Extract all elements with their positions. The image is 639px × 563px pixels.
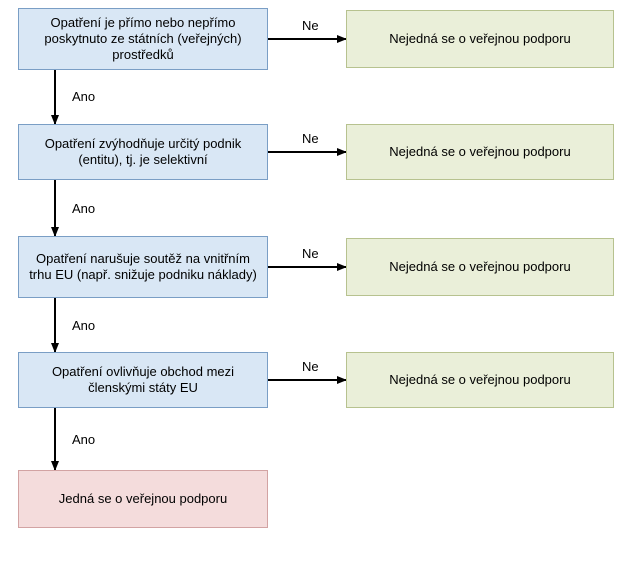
edge-label: Ano: [72, 201, 95, 216]
node-q3: Opatření narušuje soutěž na vnitřním trh…: [18, 236, 268, 298]
node-label: Nejedná se o veřejnou podporu: [389, 259, 570, 275]
node-label: Opatření ovlivňuje obchod mezi členskými…: [29, 364, 257, 397]
node-q4: Opatření ovlivňuje obchod mezi členskými…: [18, 352, 268, 408]
edge-label: Ne: [302, 359, 319, 374]
edge-label: Ano: [72, 318, 95, 333]
node-label: Opatření zvýhodňuje určitý podnik (entit…: [29, 136, 257, 169]
edge-label: Ne: [302, 131, 319, 146]
node-no4: Nejedná se o veřejnou podporu: [346, 352, 614, 408]
edge-label: Ne: [302, 18, 319, 33]
edge-label: Ne: [302, 246, 319, 261]
node-no2: Nejedná se o veřejnou podporu: [346, 124, 614, 180]
node-q2: Opatření zvýhodňuje určitý podnik (entit…: [18, 124, 268, 180]
node-label: Nejedná se o veřejnou podporu: [389, 372, 570, 388]
flowchart-canvas: Opatření je přímo nebo nepřímo poskytnut…: [0, 0, 639, 563]
node-label: Opatření je přímo nebo nepřímo poskytnut…: [29, 15, 257, 64]
node-q1: Opatření je přímo nebo nepřímo poskytnut…: [18, 8, 268, 70]
edge-label: Ano: [72, 89, 95, 104]
node-label: Jedná se o veřejnou podporu: [59, 491, 227, 507]
node-label: Opatření narušuje soutěž na vnitřním trh…: [29, 251, 257, 284]
node-label: Nejedná se o veřejnou podporu: [389, 144, 570, 160]
node-label: Nejedná se o veřejnou podporu: [389, 31, 570, 47]
node-no3: Nejedná se o veřejnou podporu: [346, 238, 614, 296]
node-yes: Jedná se o veřejnou podporu: [18, 470, 268, 528]
edge-label: Ano: [72, 432, 95, 447]
node-no1: Nejedná se o veřejnou podporu: [346, 10, 614, 68]
